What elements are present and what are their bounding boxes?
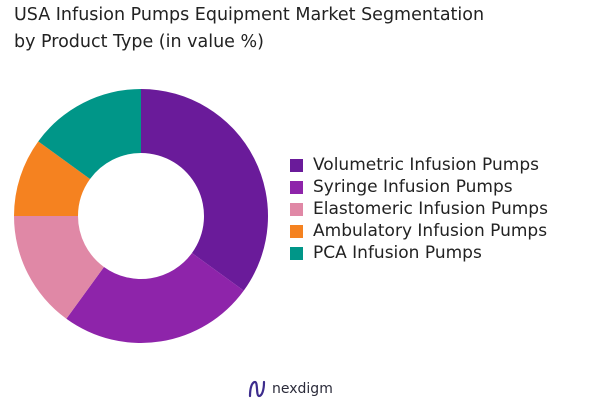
legend-swatch-pca — [290, 246, 303, 260]
legend-item-volumetric: Volumetric Infusion Pumps — [290, 154, 548, 176]
legend-label-syringe: Syringe Infusion Pumps — [313, 177, 513, 197]
chart-title: USA Infusion Pumps Equipment Market Segm… — [14, 2, 574, 56]
chart-title-line-1: USA Infusion Pumps Equipment Market Segm… — [14, 5, 485, 25]
legend-item-ambulatory: Ambulatory Infusion Pumps — [290, 220, 548, 242]
legend-swatch-syringe — [290, 180, 303, 194]
donut-slice-elastomeric — [13, 216, 104, 319]
legend-item-elastomeric: Elastomeric Infusion Pumps — [290, 198, 548, 220]
legend-item-syringe: Syringe Infusion Pumps — [290, 176, 548, 198]
legend-swatch-ambulatory — [290, 224, 303, 238]
legend-label-volumetric: Volumetric Infusion Pumps — [313, 155, 539, 175]
chart-legend: Volumetric Infusion Pumps Syringe Infusi… — [290, 154, 548, 264]
legend-label-elastomeric: Elastomeric Infusion Pumps — [313, 199, 548, 219]
donut-slice-syringe — [66, 253, 244, 343]
brand-logo: nexdigm — [248, 380, 333, 398]
brand-name: nexdigm — [272, 381, 333, 397]
legend-label-pca: PCA Infusion Pumps — [313, 243, 482, 263]
nexdigm-logo-icon — [248, 380, 266, 398]
legend-swatch-volumetric — [290, 158, 303, 172]
donut-slice-pca — [38, 89, 142, 179]
donut-slice-volumetric — [141, 89, 268, 291]
legend-item-pca: PCA Infusion Pumps — [290, 242, 548, 264]
donut-slice-ambulatory — [14, 141, 91, 216]
chart-title-line-2: by Product Type (in value %) — [14, 32, 264, 52]
legend-swatch-elastomeric — [290, 202, 303, 216]
donut-chart — [13, 89, 268, 343]
legend-label-ambulatory: Ambulatory Infusion Pumps — [313, 221, 548, 241]
